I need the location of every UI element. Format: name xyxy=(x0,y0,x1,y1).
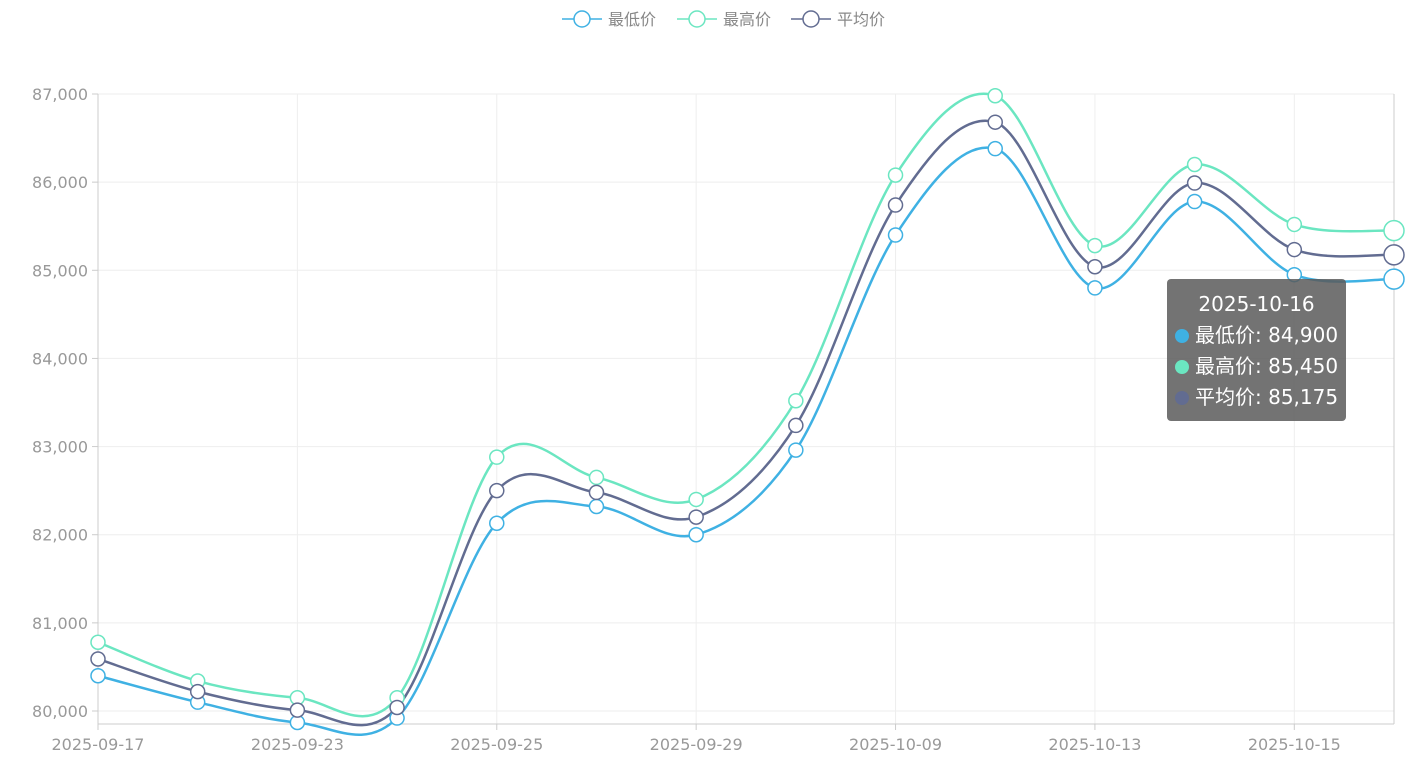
x-tick-label: 2025-09-23 xyxy=(251,735,344,754)
data-point[interactable] xyxy=(987,114,1003,130)
series-points[interactable] xyxy=(90,88,1405,731)
data-point[interactable] xyxy=(1383,268,1405,290)
data-point[interactable] xyxy=(489,515,505,532)
data-point[interactable] xyxy=(389,699,405,716)
x-tick-label: 2025-10-15 xyxy=(1248,735,1341,754)
data-point[interactable] xyxy=(1286,216,1303,233)
data-point[interactable] xyxy=(788,392,804,409)
data-point[interactable] xyxy=(688,491,704,508)
legend[interactable]: 最低价 最高价 平均价 xyxy=(562,10,885,29)
data-point[interactable] xyxy=(289,702,306,718)
series-color-dot xyxy=(1175,329,1189,343)
tooltip: 2025-10-16 最低价: 84,900 最高价: 85,450 平均价: … xyxy=(1167,279,1347,421)
y-tick-label: 87,000 xyxy=(32,85,88,104)
x-tick-label: 2025-10-13 xyxy=(1048,735,1141,754)
data-point[interactable] xyxy=(1186,175,1203,191)
data-point[interactable] xyxy=(489,449,505,465)
legend-item[interactable]: 平均价 xyxy=(791,10,885,29)
tooltip-row-min: 最低价: 84,900 xyxy=(1175,320,1338,351)
tooltip-row-avg: 平均价: 85,175 xyxy=(1175,382,1338,413)
data-point[interactable] xyxy=(1186,156,1203,173)
data-point[interactable] xyxy=(788,417,804,434)
data-point[interactable] xyxy=(688,526,704,543)
x-tick-label: 2025-09-17 xyxy=(52,735,145,754)
series-color-dot xyxy=(1175,391,1189,405)
tooltip-row-label: 最高价: 85,450 xyxy=(1195,354,1339,378)
axes xyxy=(97,94,1395,725)
y-tick-label: 82,000 xyxy=(32,526,88,545)
x-tick-label: 2025-09-25 xyxy=(450,735,543,754)
y-tick-label: 81,000 xyxy=(32,614,88,633)
tooltip-row-max: 最高价: 85,450 xyxy=(1175,351,1338,382)
legend-marker-icon xyxy=(573,10,591,28)
y-axis-ticks: 80,000 81,000 82,000 83,000 84,000 85,000 86,0… xyxy=(32,85,98,721)
data-point[interactable] xyxy=(588,469,605,486)
data-point[interactable] xyxy=(588,498,605,515)
data-point[interactable] xyxy=(688,509,704,525)
data-point[interactable] xyxy=(1383,244,1405,266)
y-tick-label: 84,000 xyxy=(32,349,88,368)
tooltip-row-label: 最低价: 84,900 xyxy=(1195,323,1339,347)
data-point[interactable] xyxy=(887,197,904,213)
y-tick-label: 83,000 xyxy=(32,438,88,457)
series-line-avg xyxy=(97,119,1395,727)
x-axis-ticks: 2025-09-17 2025-09-23 2025-09-25 2025-09-29… xyxy=(52,724,1341,754)
legend-marker-icon xyxy=(688,10,706,28)
legend-marker-icon xyxy=(802,10,820,28)
data-point[interactable] xyxy=(887,167,904,183)
y-tick-label: 86,000 xyxy=(32,173,88,192)
legend-item[interactable]: 最高价 xyxy=(677,10,771,29)
series-line-max xyxy=(97,92,1395,718)
legend-label: 平均价 xyxy=(837,10,885,29)
x-tick-label: 2025-10-09 xyxy=(849,735,942,754)
data-point[interactable] xyxy=(987,140,1003,157)
data-point[interactable] xyxy=(90,651,106,667)
data-point[interactable] xyxy=(1087,237,1103,254)
legend-label: 最低价 xyxy=(608,10,656,29)
data-point[interactable] xyxy=(1186,193,1203,210)
tooltip-row-label: 平均价: 85,175 xyxy=(1195,385,1339,409)
data-point[interactable] xyxy=(1286,241,1303,258)
data-point[interactable] xyxy=(588,484,605,501)
data-point[interactable] xyxy=(489,482,505,499)
x-tick-label: 2025-09-29 xyxy=(650,735,743,754)
series-color-dot xyxy=(1175,360,1189,374)
data-point[interactable] xyxy=(1383,219,1405,242)
data-point[interactable] xyxy=(90,667,106,684)
series-lines xyxy=(97,92,1395,736)
legend-item[interactable]: 最低价 xyxy=(562,10,656,29)
data-point[interactable] xyxy=(1087,259,1103,275)
y-tick-label: 80,000 xyxy=(32,702,88,721)
data-point[interactable] xyxy=(1087,280,1103,296)
legend-label: 最高价 xyxy=(723,10,771,29)
data-point[interactable] xyxy=(788,442,804,458)
data-point[interactable] xyxy=(90,634,106,650)
y-tick-label: 85,000 xyxy=(32,261,88,280)
data-point[interactable] xyxy=(987,88,1003,104)
data-point[interactable] xyxy=(189,683,206,700)
data-point[interactable] xyxy=(887,227,904,243)
tooltip-title: 2025-10-16 xyxy=(1198,292,1315,316)
series-line-min xyxy=(97,146,1395,736)
